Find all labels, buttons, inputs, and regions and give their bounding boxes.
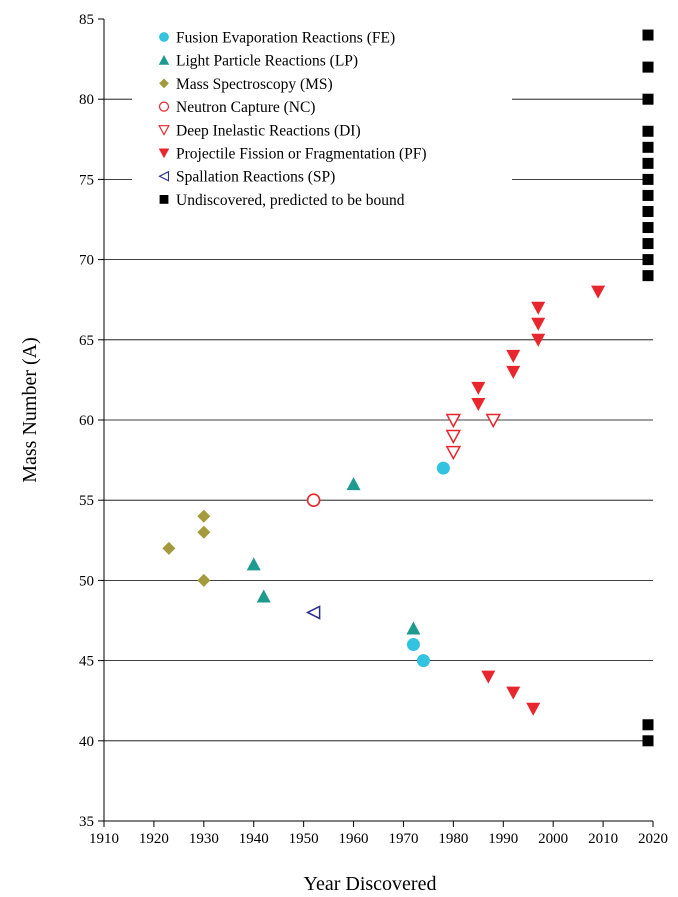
data-point xyxy=(416,654,430,668)
data-point xyxy=(445,429,462,445)
data-point xyxy=(346,477,361,491)
legend-label: Neutron Capture (NC) xyxy=(176,99,315,116)
legend-marker xyxy=(159,32,169,42)
data-point xyxy=(531,333,546,347)
y-tick-label: 40 xyxy=(79,734,94,750)
legend-marker-6 xyxy=(158,170,170,182)
data-point xyxy=(526,702,541,716)
data-point xyxy=(506,686,521,700)
legend-label: Undiscovered, predicted to be bound xyxy=(176,192,405,209)
legend-marker-3 xyxy=(158,101,170,112)
data-point xyxy=(591,285,606,299)
x-tick-label: 2020 xyxy=(638,831,668,847)
legend-marker xyxy=(158,101,170,112)
legend-label: Deep Inelastic Reactions (DI) xyxy=(176,122,361,139)
legend-label: Fusion Evaporation Reactions (FE) xyxy=(176,30,395,47)
legend-marker xyxy=(158,125,170,136)
x-tick-label: 1980 xyxy=(438,831,468,847)
data-point xyxy=(642,93,654,105)
x-tick-label: 2010 xyxy=(588,831,618,847)
data-point xyxy=(406,638,420,652)
data-point xyxy=(445,413,462,429)
data-point xyxy=(642,205,654,217)
data-point xyxy=(306,493,321,508)
data-point xyxy=(642,735,654,747)
legend-marker xyxy=(158,148,170,159)
legend-marker xyxy=(158,54,170,65)
legend-marker-1 xyxy=(158,54,170,65)
y-tick-label: 55 xyxy=(79,493,94,509)
data-point xyxy=(642,29,654,41)
data-point xyxy=(436,461,450,475)
legend-marker-0 xyxy=(159,32,169,42)
data-point xyxy=(197,509,211,523)
x-tick-label: 1950 xyxy=(289,831,319,847)
legend-marker xyxy=(159,78,169,89)
data-point xyxy=(471,381,486,395)
x-tick-label: 1990 xyxy=(488,831,518,847)
y-tick-label: 80 xyxy=(79,92,94,108)
y-tick-label: 65 xyxy=(79,333,94,349)
data-points xyxy=(162,29,654,747)
data-point xyxy=(506,365,521,379)
data-point xyxy=(642,173,654,185)
legend: Fusion Evaporation Reactions (FE) Light P… xyxy=(132,24,512,248)
data-point xyxy=(531,317,546,331)
data-point xyxy=(642,141,654,153)
x-axis-title: Year Discovered xyxy=(304,873,437,895)
data-point xyxy=(162,541,176,555)
legend-marker-5 xyxy=(158,148,170,159)
x-tick-label: 1940 xyxy=(239,831,269,847)
legend-label: Spallation Reactions (SP) xyxy=(176,169,335,186)
legend-marker-2 xyxy=(159,78,169,89)
data-point xyxy=(256,589,271,603)
x-tick-label: 2000 xyxy=(538,831,568,847)
legend-marker xyxy=(158,170,170,182)
tick-labels: 35 40 45 50 55 60 65 70 75 80 85 1910 1920 1930 1940 19… xyxy=(79,12,668,847)
data-point xyxy=(481,670,496,684)
legend-background xyxy=(132,24,512,248)
data-point xyxy=(642,254,654,266)
data-point xyxy=(305,605,321,620)
legend-label: Mass Spectroscopy (MS) xyxy=(176,76,333,93)
data-point xyxy=(197,573,211,587)
legend-label: Projectile Fission or Fragmentation (PF) xyxy=(176,146,427,163)
x-tick-label: 1960 xyxy=(339,831,369,847)
data-point xyxy=(642,719,654,731)
x-tick-label: 1930 xyxy=(189,831,219,847)
data-point xyxy=(642,157,654,169)
y-tick-label: 45 xyxy=(79,654,94,670)
data-point xyxy=(246,557,261,571)
data-point xyxy=(197,525,211,539)
data-point xyxy=(642,189,654,201)
data-point xyxy=(642,238,654,250)
data-point xyxy=(506,349,521,363)
y-tick-label: 70 xyxy=(79,253,94,269)
x-tick-label: 1970 xyxy=(388,831,418,847)
y-tick-label: 35 xyxy=(79,814,94,830)
data-point xyxy=(406,621,421,635)
data-point xyxy=(531,301,546,315)
y-tick-label: 85 xyxy=(79,12,94,28)
data-point xyxy=(485,413,502,429)
data-point xyxy=(642,270,654,282)
legend-marker-7 xyxy=(159,195,169,204)
y-tick-label: 60 xyxy=(79,413,94,429)
legend-label: Light Particle Reactions (LP) xyxy=(176,53,358,70)
data-point xyxy=(642,222,654,234)
axes xyxy=(98,18,654,827)
y-axis-title: Mass Number (A) xyxy=(19,337,41,483)
legend-marker-4 xyxy=(158,125,170,136)
x-tick-label: 1910 xyxy=(89,831,119,847)
data-point xyxy=(642,61,654,73)
data-point xyxy=(445,445,462,461)
data-point xyxy=(471,397,486,411)
y-tick-label: 75 xyxy=(79,172,94,188)
x-tick-label: 1920 xyxy=(139,831,169,847)
y-tick-label: 50 xyxy=(79,573,94,589)
legend-marker xyxy=(159,195,169,204)
data-point xyxy=(642,125,654,137)
